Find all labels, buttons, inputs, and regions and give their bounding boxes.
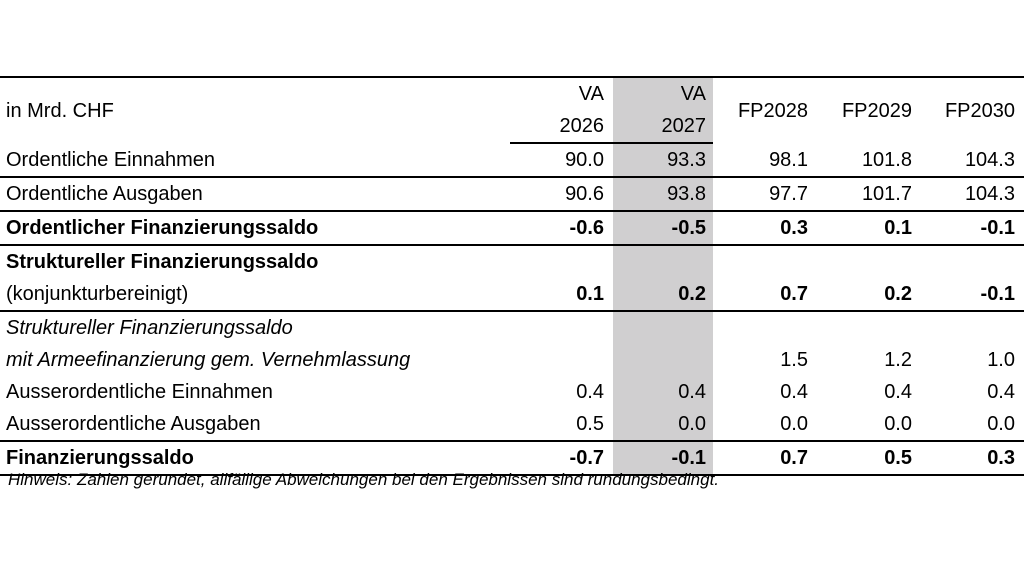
table-cell: 0.3 bbox=[921, 441, 1024, 476]
table-cell: -0.1 bbox=[613, 441, 713, 476]
header-row: in Mrd. CHF VA VA FP2028 FP2029 FP2030 bbox=[0, 76, 1024, 143]
table-cell: 104.3 bbox=[921, 143, 1024, 178]
table-cell: 0.4 bbox=[780, 381, 808, 403]
table-row-structural-2: (konjunkturbereinigt) 0.1 0.2 0.7 0.2 -0… bbox=[0, 278, 1024, 312]
column-header-fp2028: FP2028 bbox=[713, 76, 817, 143]
row-label: Finanzierungssaldo bbox=[0, 441, 510, 476]
table-row-total: Finanzierungssaldo -0.7 -0.1 0.7 0.5 0.3 bbox=[0, 441, 1024, 476]
unit-label: in Mrd. CHF bbox=[0, 76, 510, 143]
footnote: Hinweis: Zahlen gerundet, allfällige Abw… bbox=[8, 470, 720, 489]
table-cell bbox=[613, 344, 713, 376]
table-cell: 104.3 bbox=[921, 177, 1024, 212]
table-row: Ausserordentliche Ausgaben 0.5 0.0 0.0 0… bbox=[0, 408, 1024, 442]
table-row: Ordentliche Ausgaben 90.6 93.8 97.7 101.… bbox=[0, 177, 1024, 212]
row-label: Struktureller Finanzierungssaldo bbox=[6, 251, 319, 273]
table-cell: 0.4 bbox=[576, 381, 604, 403]
table-cell: 101.8 bbox=[817, 143, 921, 178]
row-label: Ordentliche Einnahmen bbox=[0, 143, 510, 178]
table-cell: 1.2 bbox=[884, 349, 912, 371]
column-header-va2027-line1: VA bbox=[613, 76, 713, 110]
table-cell: 0.4 bbox=[884, 381, 912, 403]
table-cell: 0.5 bbox=[510, 408, 613, 442]
table-cell: 98.1 bbox=[713, 143, 817, 178]
table-cell: 0.7 bbox=[713, 441, 817, 476]
table-row-subtotal: Ordentlicher Finanzierungssaldo -0.6 -0.… bbox=[0, 211, 1024, 246]
table-cell: 93.8 bbox=[613, 177, 713, 212]
row-label: Ordentliche Ausgaben bbox=[0, 177, 510, 212]
table-cell: 0.3 bbox=[713, 211, 817, 246]
table-cell: 90.6 bbox=[510, 177, 613, 212]
table-cell: 97.7 bbox=[713, 177, 817, 212]
table-row-structural-army-2: mit Armeefinanzierung gem. Vernehmlassun… bbox=[0, 344, 1024, 376]
table-row: Ordentliche Einnahmen 90.0 93.3 98.1 101… bbox=[0, 143, 1024, 178]
finance-table-container: in Mrd. CHF VA VA FP2028 FP2029 FP2030 2… bbox=[0, 76, 1024, 476]
table-cell: 0.2 bbox=[613, 278, 713, 312]
table-cell: 90.0 bbox=[510, 143, 613, 178]
table-cell: 0.5 bbox=[817, 441, 921, 476]
table-cell: 0.7 bbox=[713, 278, 817, 312]
table-cell: -0.5 bbox=[613, 211, 713, 246]
table-cell: 0.2 bbox=[817, 278, 921, 312]
table-cell bbox=[510, 344, 613, 376]
table-cell: 1.0 bbox=[987, 349, 1015, 371]
table-cell: 1.5 bbox=[780, 349, 808, 371]
table-cell: 0.4 bbox=[987, 381, 1015, 403]
column-header-va2026-line2: 2026 bbox=[510, 110, 613, 144]
table-row-structural: Struktureller Finanzierungssaldo bbox=[0, 245, 1024, 278]
column-header-va2027-line2: 2027 bbox=[613, 110, 713, 144]
table-cell: 0.1 bbox=[510, 278, 613, 312]
finance-table: in Mrd. CHF VA VA FP2028 FP2029 FP2030 2… bbox=[0, 76, 1024, 476]
row-label: Ordentlicher Finanzierungssaldo bbox=[0, 211, 510, 246]
header-row-2: 2026 2027 bbox=[0, 110, 1024, 144]
row-label: Struktureller Finanzierungssaldo bbox=[6, 317, 293, 339]
table-cell: 101.7 bbox=[817, 177, 921, 212]
table-cell: -0.1 bbox=[921, 278, 1024, 312]
table-row-structural-army: Struktureller Finanzierungssaldo bbox=[0, 311, 1024, 344]
table-cell: 0.0 bbox=[613, 408, 713, 442]
table-cell: 0.0 bbox=[713, 408, 817, 442]
column-header-fp2029: FP2029 bbox=[817, 76, 921, 143]
table-cell: 93.3 bbox=[613, 143, 713, 178]
row-label: Ausserordentliche Ausgaben bbox=[0, 408, 510, 442]
table-cell: 0.0 bbox=[921, 408, 1024, 442]
row-sublabel: mit Armeefinanzierung gem. Vernehmlassun… bbox=[6, 349, 411, 371]
table-cell: -0.7 bbox=[510, 441, 613, 476]
table-cell: -0.6 bbox=[510, 211, 613, 246]
table-cell: 0.1 bbox=[817, 211, 921, 246]
row-sublabel: (konjunkturbereinigt) bbox=[0, 278, 510, 312]
column-header-va2026-line1: VA bbox=[510, 76, 613, 110]
table-cell: 0.0 bbox=[817, 408, 921, 442]
table-cell: 0.4 bbox=[613, 376, 713, 408]
row-label: Ausserordentliche Einnahmen bbox=[6, 381, 273, 403]
table-cell: -0.1 bbox=[921, 211, 1024, 246]
table-row: Ausserordentliche Einnahmen 0.4 0.4 0.4 … bbox=[0, 376, 1024, 408]
column-header-fp2030: FP2030 bbox=[921, 76, 1024, 143]
